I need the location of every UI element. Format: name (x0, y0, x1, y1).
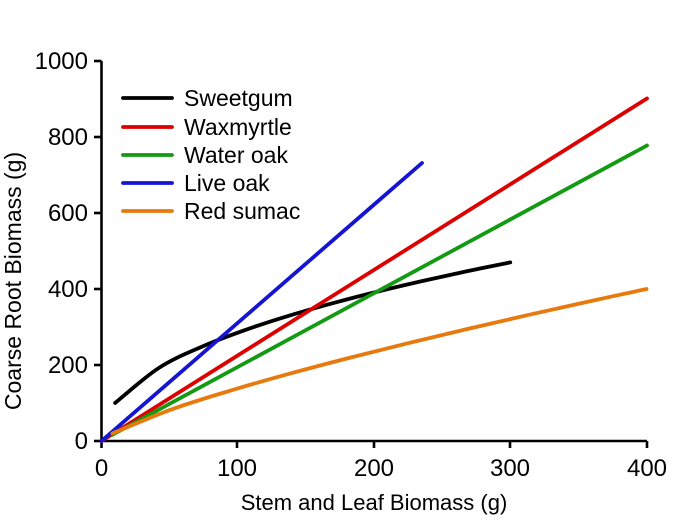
svg-text:200: 200 (354, 455, 394, 482)
svg-text:Red sumac: Red sumac (184, 198, 300, 224)
svg-text:Coarse Root Biomass (g): Coarse Root Biomass (g) (0, 152, 26, 410)
svg-text:400: 400 (627, 455, 667, 482)
svg-text:Sweetgum: Sweetgum (184, 85, 293, 111)
svg-text:600: 600 (48, 200, 88, 227)
svg-text:Live oak: Live oak (184, 170, 270, 196)
svg-text:Water oak: Water oak (184, 142, 288, 168)
svg-text:200: 200 (48, 352, 88, 379)
svg-text:Waxmyrtle: Waxmyrtle (184, 114, 292, 140)
svg-text:100: 100 (217, 455, 257, 482)
svg-text:300: 300 (490, 455, 530, 482)
svg-text:1000: 1000 (35, 48, 88, 75)
svg-text:0: 0 (95, 455, 108, 482)
svg-text:800: 800 (48, 124, 88, 151)
svg-text:Stem and Leaf Biomass (g): Stem and Leaf Biomass (g) (241, 490, 508, 515)
svg-text:0: 0 (75, 428, 88, 455)
svg-text:400: 400 (48, 276, 88, 303)
